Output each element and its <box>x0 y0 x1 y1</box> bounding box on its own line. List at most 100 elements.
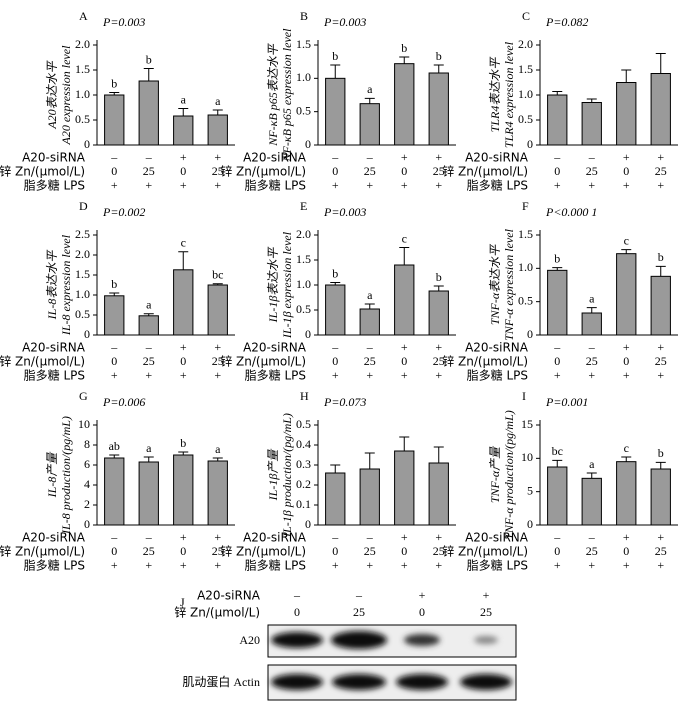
bar <box>138 80 159 146</box>
significance-letter: bc <box>212 268 223 282</box>
error-bar <box>433 64 444 73</box>
y-tick-label: 2.0 <box>296 227 311 241</box>
significance-letter: a <box>367 82 373 96</box>
bar <box>138 461 159 526</box>
error-bar <box>143 313 154 316</box>
row-cell: + <box>111 368 118 382</box>
error-bar <box>178 251 189 270</box>
row-cell: + <box>180 530 187 544</box>
p-value: P=0.001 <box>545 395 588 409</box>
panel-label: J <box>180 595 185 609</box>
significance-letter: a <box>146 441 152 455</box>
error-bar <box>109 292 120 296</box>
row-cell: – <box>145 340 153 354</box>
error-bar <box>552 91 563 95</box>
y-tick-label: 0 <box>305 517 311 531</box>
y-axis-label: A20表达水平 <box>45 59 59 129</box>
y-axis-label: TNF-α产量 <box>488 446 502 503</box>
row-cell: + <box>366 558 373 572</box>
y-tick-label: 15 <box>521 417 533 431</box>
row-label: 脂多糖 LPS <box>24 178 85 193</box>
bar <box>616 82 637 146</box>
error-bar <box>433 285 444 291</box>
row-label: A20-siRNA <box>22 151 86 165</box>
row-cell: + <box>657 530 664 544</box>
row-cell: + <box>180 368 187 382</box>
row-cell: + <box>623 150 630 164</box>
row-cell: – <box>331 340 339 354</box>
error-bar <box>109 454 120 458</box>
bar <box>428 290 449 336</box>
y-axis-label: TLR4 expression level <box>502 41 516 148</box>
row-cell: – <box>331 530 339 544</box>
row-cell: + <box>657 558 664 572</box>
significance-letter: a <box>181 92 187 106</box>
bar <box>547 466 568 526</box>
row-cell: + <box>588 368 595 382</box>
row-label: 锌 Zn/(μmol/L) <box>0 545 85 559</box>
row-cell: 0 <box>111 164 117 178</box>
bar <box>616 461 637 526</box>
y-tick-label: 1.0 <box>518 260 533 274</box>
row-cell: + <box>214 368 221 382</box>
row-cell: + <box>554 368 561 382</box>
row-label: A20-siRNA <box>22 531 86 545</box>
significance-letter: b <box>658 446 664 460</box>
error-bar <box>552 459 563 467</box>
row-cell: 25 <box>364 164 376 178</box>
blot-band <box>396 674 448 690</box>
row-cell: + <box>435 178 442 192</box>
blot-band <box>404 634 440 646</box>
y-tick-label: 0 <box>84 327 90 341</box>
error-bar <box>621 249 632 254</box>
row-cell: + <box>180 558 187 572</box>
bar <box>138 315 159 336</box>
panel-label: E <box>300 199 307 213</box>
y-axis-label: IL-8产量 <box>45 452 59 499</box>
bar <box>207 284 228 336</box>
error-bar <box>655 53 666 74</box>
row-label: 锌 Zn/(μmol/L) <box>442 545 528 559</box>
row-cell: 25 <box>655 164 667 178</box>
row-cell: 25 <box>212 164 224 178</box>
row-cell: + <box>180 340 187 354</box>
row-cell: 25 <box>433 164 445 178</box>
row-cell: + <box>483 588 490 602</box>
row-cell: 0 <box>294 605 300 619</box>
row-cell: + <box>657 368 664 382</box>
row-cell: 0 <box>401 164 407 178</box>
blot-band <box>271 632 323 648</box>
row-label: 脂多糖 LPS <box>24 558 85 573</box>
y-tick-label: 0 <box>84 517 90 531</box>
row-cell: 0 <box>554 544 560 558</box>
y-tick-label: 10 <box>521 450 533 464</box>
row-cell: + <box>554 178 561 192</box>
y-tick-label: 2.0 <box>75 37 90 51</box>
row-cell: – <box>588 530 596 544</box>
y-tick-label: 2.5 <box>75 227 90 241</box>
error-bar <box>552 267 563 271</box>
row-cell: + <box>214 178 221 192</box>
row-cell: 0 <box>419 605 425 619</box>
panel-label: A <box>79 9 88 23</box>
error-bar <box>586 98 597 103</box>
significance-letter: a <box>367 288 373 302</box>
significance-letter: a <box>589 291 595 305</box>
row-cell: 25 <box>212 354 224 368</box>
row-cell: 25 <box>655 544 667 558</box>
y-tick-label: 5 <box>527 483 533 497</box>
row-cell: – <box>366 150 374 164</box>
blot-band <box>460 674 512 690</box>
y-axis-label: IL-8 production/(pg/mL) <box>59 416 73 535</box>
row-cell: + <box>657 340 664 354</box>
panel-label: D <box>79 199 88 213</box>
row-cell: + <box>623 368 630 382</box>
row-label: 脂多糖 LPS <box>467 558 528 573</box>
y-tick-label: 0.5 <box>296 302 311 316</box>
y-tick-label: 1.0 <box>518 87 533 101</box>
panel-label: C <box>522 9 530 23</box>
row-cell: + <box>180 150 187 164</box>
bar <box>581 102 602 146</box>
error-bar <box>364 303 375 309</box>
